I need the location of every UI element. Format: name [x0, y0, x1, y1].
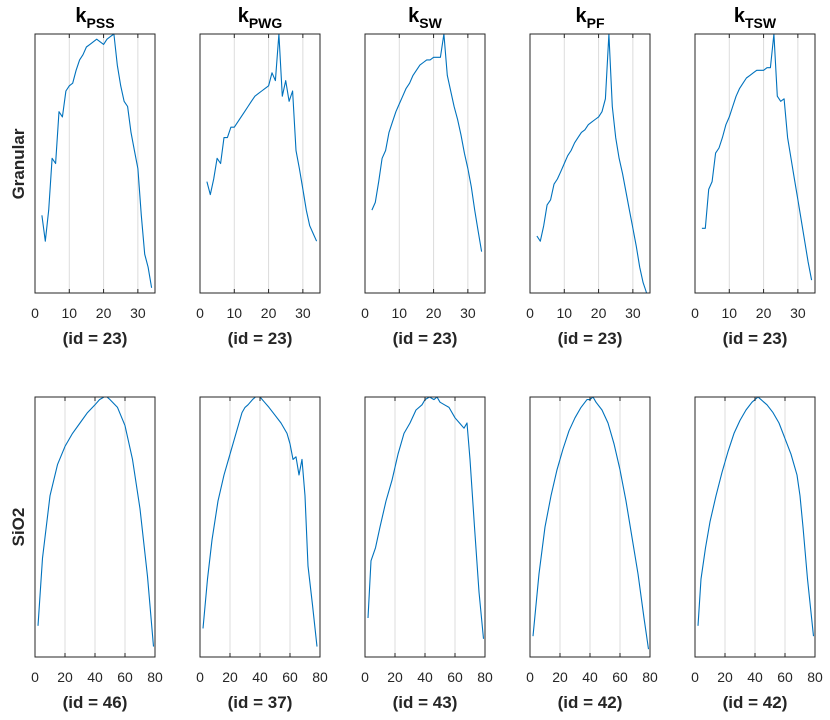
- axis-box: [364, 33, 486, 294]
- x-tick-label: 30: [295, 305, 311, 321]
- x-tick-label: 10: [721, 305, 737, 321]
- x-tick-label: 20: [756, 305, 772, 321]
- x-tick-label: 60: [447, 669, 463, 685]
- x-axis-label: (id = 43): [393, 693, 458, 712]
- x-tick-label: 20: [57, 669, 73, 685]
- x-axis-label: (id = 23): [63, 329, 128, 348]
- row-label-granular: Granular: [9, 128, 28, 199]
- subplot-title: kPF: [575, 5, 604, 31]
- subplot-6: 0 20 40 60 80 (id = 46): [31, 396, 163, 712]
- subplot-1: 0 10 20 30(id = 23) kPSS: [31, 5, 156, 348]
- axis-box: [34, 33, 156, 294]
- x-axis-label: (id = 23): [393, 329, 458, 348]
- x-tick-label: 30: [625, 305, 641, 321]
- x-tick-label: 0: [196, 305, 204, 321]
- x-tick-label: 0: [361, 305, 369, 321]
- subplot-9: 0 20 40 60 80 (id = 42): [526, 396, 658, 712]
- x-tick-label: 80: [807, 669, 823, 685]
- x-tick-label: 40: [417, 669, 433, 685]
- series-line: [701, 33, 813, 281]
- x-axis-label: (id = 42): [558, 693, 623, 712]
- x-tick-label: 10: [61, 305, 77, 321]
- series-line: [532, 396, 650, 650]
- x-tick-label: 60: [777, 669, 793, 685]
- x-axis-label: (id = 37): [228, 693, 293, 712]
- series-line: [371, 33, 483, 252]
- x-axis-label: (id = 42): [723, 693, 788, 712]
- subplot-5: 0 10 20 30(id = 23) kTSW: [691, 5, 816, 348]
- x-tick-label: 20: [591, 305, 607, 321]
- series-line: [41, 33, 153, 288]
- series-line: [37, 396, 155, 647]
- axis-box: [529, 33, 651, 294]
- x-tick-label: 10: [556, 305, 572, 321]
- axis-box: [694, 33, 816, 294]
- x-tick-label: 10: [226, 305, 242, 321]
- row-label-sio2: SiO2: [9, 508, 28, 547]
- x-tick-label: 30: [790, 305, 806, 321]
- subplot-title: kPSS: [75, 5, 114, 31]
- x-tick-label: 20: [96, 305, 112, 321]
- x-tick-label: 80: [477, 669, 493, 685]
- x-tick-label: 60: [612, 669, 628, 685]
- x-tick-label: 0: [691, 305, 699, 321]
- x-tick-label: 40: [87, 669, 103, 685]
- x-tick-label: 20: [261, 305, 277, 321]
- series-line: [697, 396, 815, 637]
- x-tick-label: 10: [391, 305, 407, 321]
- series-line: [202, 396, 318, 647]
- x-tick-label: 40: [252, 669, 268, 685]
- subplot-title: kPWG: [238, 5, 283, 31]
- subplot-10: 0 20 40 60 80 (id = 42): [691, 396, 823, 712]
- x-axis-label: (id = 23): [558, 329, 623, 348]
- subplot-2: 0 10 20 30(id = 23) kPWG: [196, 5, 321, 348]
- subplot-8: 0 20 40 60 80 (id = 43): [361, 396, 493, 712]
- x-axis-label: (id = 46): [63, 693, 128, 712]
- x-tick-label: 40: [747, 669, 763, 685]
- x-tick-label: 30: [460, 305, 476, 321]
- x-axis-label: (id = 23): [228, 329, 293, 348]
- x-tick-label: 20: [387, 669, 403, 685]
- x-tick-label: 80: [312, 669, 328, 685]
- series-line: [536, 33, 648, 294]
- x-tick-label: 0: [691, 669, 699, 685]
- x-tick-label: 0: [31, 669, 39, 685]
- subplot-7: 0 20 40 60 80 (id = 37): [196, 396, 328, 712]
- subplot-title: kTSW: [734, 5, 777, 31]
- subplot-3: 0 10 20 30(id = 23) kSW: [361, 5, 486, 348]
- series-line: [206, 33, 318, 242]
- x-tick-label: 0: [526, 305, 534, 321]
- series-line: [367, 396, 485, 639]
- x-tick-label: 80: [147, 669, 163, 685]
- x-tick-label: 30: [130, 305, 146, 321]
- subplot-title: kSW: [408, 5, 442, 31]
- x-tick-label: 40: [582, 669, 598, 685]
- x-tick-label: 60: [282, 669, 298, 685]
- x-tick-label: 20: [222, 669, 238, 685]
- x-tick-label: 0: [31, 305, 39, 321]
- x-tick-label: 20: [717, 669, 733, 685]
- x-tick-label: 0: [526, 669, 534, 685]
- x-tick-label: 0: [361, 669, 369, 685]
- x-tick-label: 0: [196, 669, 204, 685]
- x-axis-label: (id = 23): [723, 329, 788, 348]
- subplot-4: 0 10 20 30(id = 23) kPF: [526, 5, 651, 348]
- x-tick-label: 80: [642, 669, 658, 685]
- x-tick-label: 20: [552, 669, 568, 685]
- axis-box: [199, 33, 321, 294]
- x-tick-label: 20: [426, 305, 442, 321]
- x-tick-label: 60: [117, 669, 133, 685]
